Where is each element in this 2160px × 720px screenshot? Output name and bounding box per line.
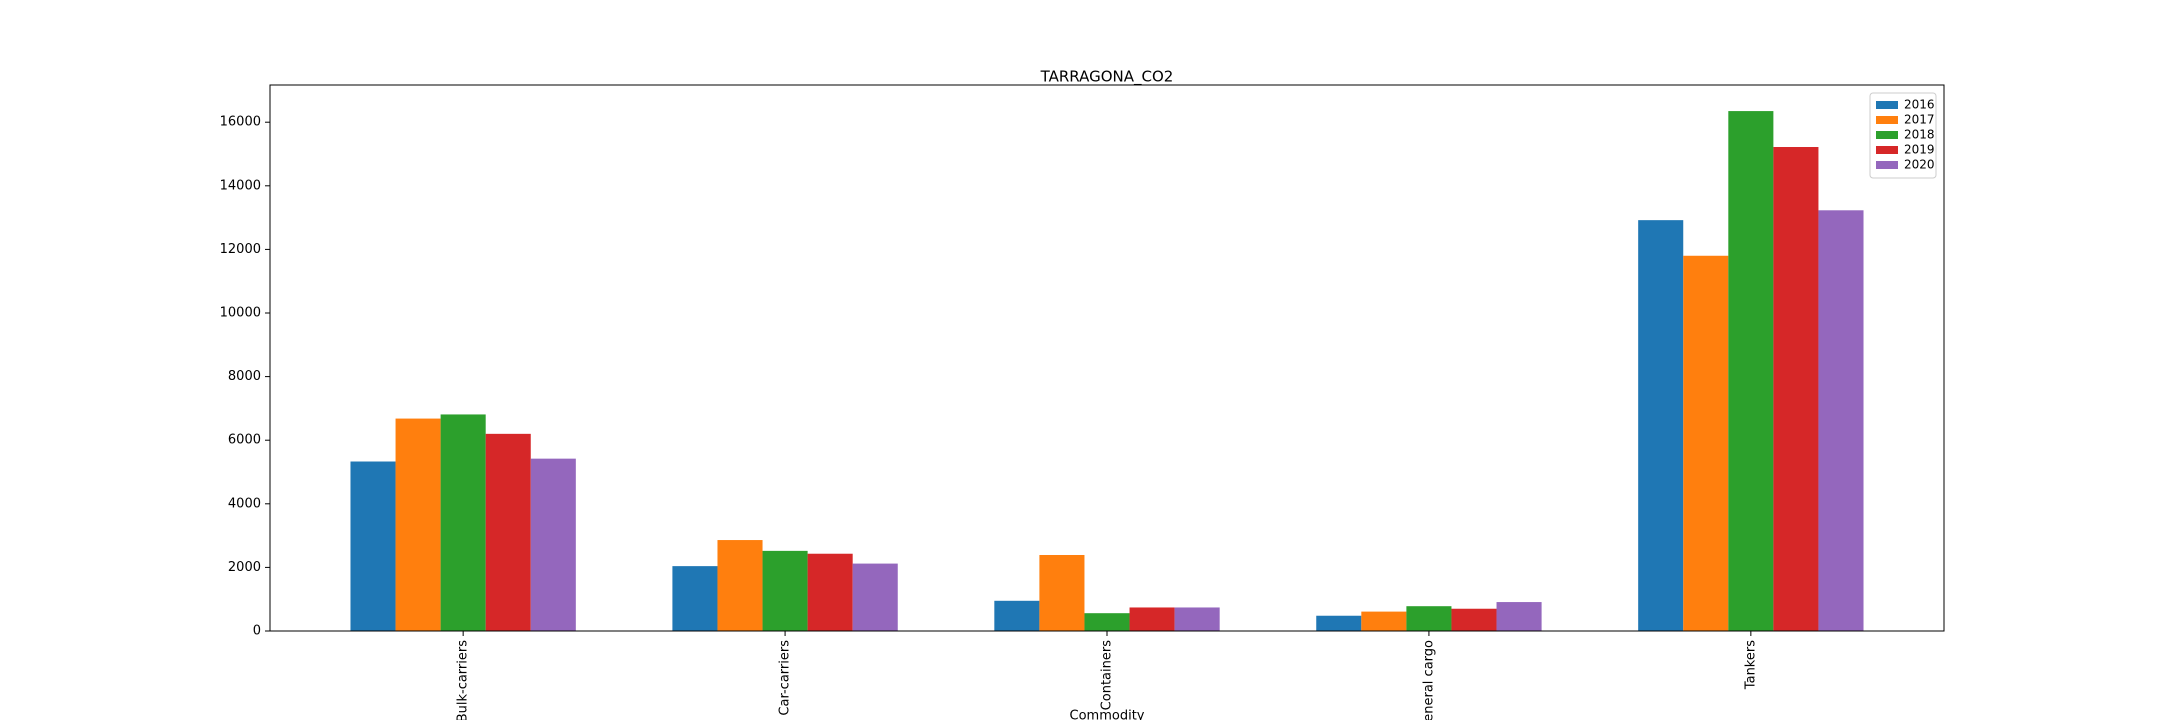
- bar: [994, 600, 1040, 631]
- legend-swatch: [1876, 161, 1898, 169]
- legend-label: 2019: [1904, 143, 1935, 157]
- bar: [1361, 611, 1407, 631]
- x-tick-label: Bulk-carriers: [456, 640, 471, 720]
- bar: [672, 566, 718, 631]
- y-tick-label: 0: [253, 624, 261, 639]
- bar: [1406, 606, 1452, 631]
- x-tick-label: Containers: [1100, 640, 1115, 711]
- y-tick-label: 4000: [228, 496, 261, 511]
- legend-swatch: [1876, 116, 1898, 124]
- chart-title: TARRAGONA_CO2: [1040, 68, 1174, 87]
- legend-label: 2018: [1904, 128, 1935, 142]
- bar: [762, 550, 808, 631]
- legend-label: 2016: [1904, 98, 1935, 112]
- bar: [1129, 607, 1175, 631]
- y-tick-label: 12000: [220, 242, 261, 257]
- x-tick-label: Tankers: [1743, 640, 1758, 690]
- bar: [1496, 602, 1542, 631]
- legend-box: [1869, 92, 1937, 179]
- bar: [1683, 255, 1729, 631]
- bar: [1728, 111, 1774, 632]
- legend-swatch: [1876, 146, 1898, 154]
- y-tick-label: 10000: [220, 306, 261, 321]
- bar: [1773, 147, 1819, 631]
- bar: [395, 418, 441, 631]
- legend-swatch: [1876, 131, 1898, 139]
- bar: [807, 553, 853, 631]
- bar: [350, 461, 396, 631]
- y-tick-label: 16000: [220, 115, 261, 130]
- bar: [1174, 607, 1220, 631]
- plot-frame: [269, 84, 1945, 632]
- legend-swatch: [1876, 101, 1898, 109]
- y-tick-label: 14000: [220, 178, 261, 193]
- legend-label: 2017: [1904, 113, 1935, 127]
- bar: [530, 458, 576, 631]
- legend-label: 2020: [1904, 158, 1935, 172]
- bar: [1039, 554, 1085, 631]
- y-tick-label: 8000: [228, 369, 261, 384]
- bar: [1316, 615, 1362, 631]
- bar: [440, 414, 486, 631]
- bar: [1818, 210, 1864, 631]
- x-tick-label: General cargo: [1421, 640, 1436, 720]
- bar: [1451, 608, 1497, 631]
- bar: [1084, 613, 1130, 631]
- bar: [485, 433, 531, 631]
- x-tick-label: Car-carriers: [778, 640, 793, 716]
- x-axis-label: Commodity: [1070, 709, 1145, 720]
- y-tick-label: 6000: [228, 433, 261, 448]
- bar: [1638, 220, 1684, 632]
- bar: [852, 563, 898, 631]
- y-tick-label: 2000: [228, 560, 261, 575]
- bar: [717, 540, 763, 631]
